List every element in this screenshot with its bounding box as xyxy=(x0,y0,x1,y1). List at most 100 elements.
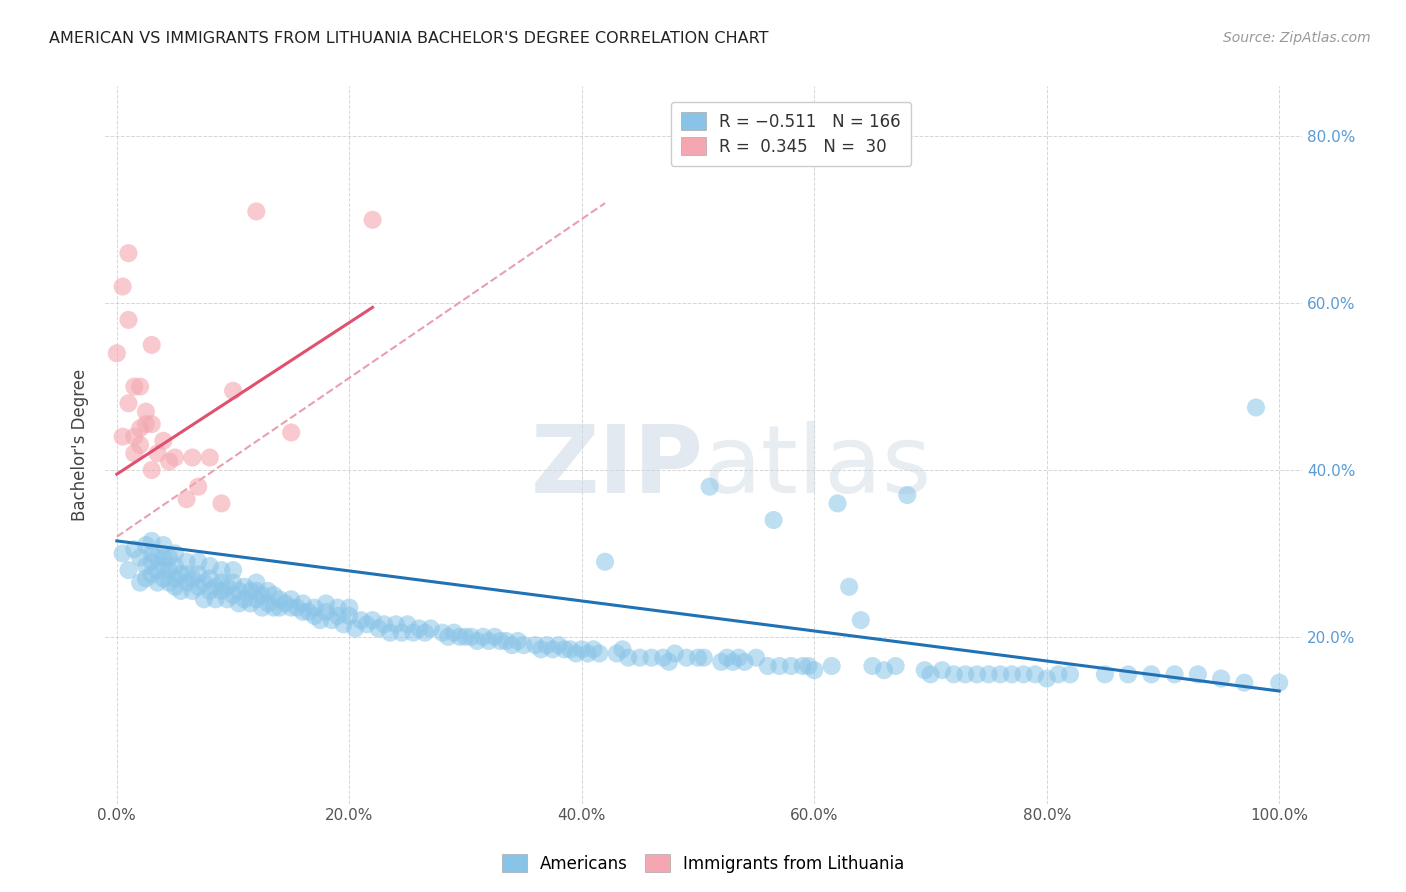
Point xyxy=(233,592,256,607)
Point xyxy=(217,592,239,607)
Point xyxy=(105,346,128,360)
Point xyxy=(298,605,321,619)
Point xyxy=(378,625,401,640)
Point xyxy=(222,588,245,602)
Point xyxy=(721,655,744,669)
Point xyxy=(356,617,378,632)
Point xyxy=(141,338,163,352)
Point xyxy=(198,583,221,598)
Point xyxy=(413,625,436,640)
Point xyxy=(512,638,534,652)
Point xyxy=(304,609,326,624)
Point xyxy=(129,550,152,565)
Point xyxy=(640,650,662,665)
Point xyxy=(1163,667,1185,681)
Point xyxy=(419,622,441,636)
Point xyxy=(884,659,907,673)
Point xyxy=(1094,667,1116,681)
Point xyxy=(170,567,193,582)
Point xyxy=(321,613,343,627)
Point xyxy=(152,434,174,448)
Point xyxy=(245,204,267,219)
Point xyxy=(1059,667,1081,681)
Point xyxy=(489,634,512,648)
Point xyxy=(146,563,169,577)
Point xyxy=(198,558,221,573)
Point xyxy=(606,647,628,661)
Point xyxy=(402,625,425,640)
Point xyxy=(193,575,215,590)
Point xyxy=(391,625,413,640)
Point xyxy=(495,634,517,648)
Point xyxy=(385,617,408,632)
Point xyxy=(977,667,1000,681)
Point xyxy=(582,642,605,657)
Point xyxy=(263,600,285,615)
Point xyxy=(337,609,360,624)
Point xyxy=(576,647,599,661)
Point xyxy=(152,538,174,552)
Text: Source: ZipAtlas.com: Source: ZipAtlas.com xyxy=(1223,31,1371,45)
Point xyxy=(163,450,186,465)
Point xyxy=(432,625,454,640)
Point xyxy=(222,384,245,398)
Point xyxy=(547,638,569,652)
Point xyxy=(501,638,523,652)
Point xyxy=(443,625,465,640)
Point xyxy=(269,600,291,615)
Point xyxy=(204,580,226,594)
Point xyxy=(117,563,139,577)
Point xyxy=(1211,672,1233,686)
Point xyxy=(588,647,610,661)
Point xyxy=(157,575,180,590)
Point xyxy=(157,563,180,577)
Point xyxy=(280,425,302,440)
Point xyxy=(228,597,250,611)
Point xyxy=(152,571,174,585)
Point xyxy=(860,659,883,673)
Point xyxy=(187,580,209,594)
Legend: R = −0.511   N = 166, R =  0.345   N =  30: R = −0.511 N = 166, R = 0.345 N = 30 xyxy=(671,102,911,166)
Point xyxy=(699,480,721,494)
Point xyxy=(1244,401,1267,415)
Point xyxy=(553,642,575,657)
Point xyxy=(821,659,844,673)
Point xyxy=(135,558,157,573)
Point xyxy=(117,246,139,260)
Point xyxy=(135,417,157,431)
Point xyxy=(122,379,145,393)
Point xyxy=(198,571,221,585)
Point xyxy=(593,555,616,569)
Point xyxy=(211,575,233,590)
Point xyxy=(122,542,145,557)
Point xyxy=(565,647,588,661)
Point xyxy=(827,496,849,510)
Point xyxy=(652,650,675,665)
Point xyxy=(710,655,733,669)
Point xyxy=(541,642,564,657)
Text: AMERICAN VS IMMIGRANTS FROM LITHUANIA BACHELOR'S DEGREE CORRELATION CHART: AMERICAN VS IMMIGRANTS FROM LITHUANIA BA… xyxy=(49,31,769,46)
Point xyxy=(1233,675,1256,690)
Point xyxy=(280,592,302,607)
Point xyxy=(849,613,872,627)
Point xyxy=(914,663,936,677)
Point xyxy=(285,600,308,615)
Point xyxy=(326,600,349,615)
Point xyxy=(187,480,209,494)
Point xyxy=(129,421,152,435)
Point xyxy=(152,550,174,565)
Point xyxy=(135,538,157,552)
Point xyxy=(988,667,1011,681)
Point xyxy=(792,659,814,673)
Point xyxy=(111,546,134,560)
Point xyxy=(780,659,803,673)
Point xyxy=(233,580,256,594)
Point xyxy=(163,546,186,560)
Point xyxy=(408,622,430,636)
Point xyxy=(146,550,169,565)
Point xyxy=(1035,672,1057,686)
Point xyxy=(838,580,860,594)
Point xyxy=(222,563,245,577)
Point xyxy=(1268,675,1291,690)
Point xyxy=(157,455,180,469)
